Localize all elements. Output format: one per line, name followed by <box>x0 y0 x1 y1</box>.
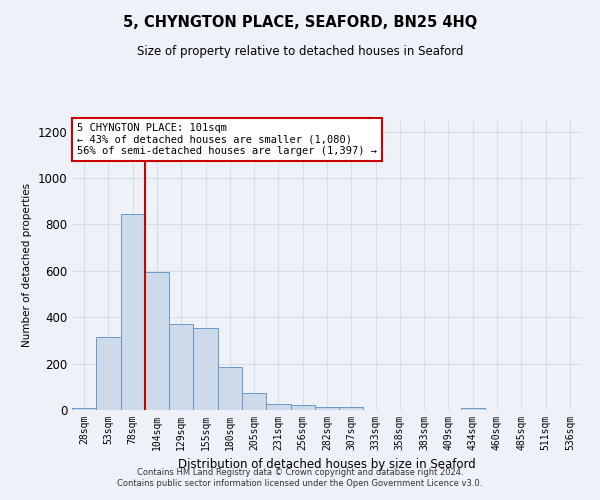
Bar <box>169 324 193 410</box>
Bar <box>96 337 121 410</box>
Bar <box>339 406 364 410</box>
Bar <box>266 404 290 410</box>
Text: Size of property relative to detached houses in Seaford: Size of property relative to detached ho… <box>137 45 463 58</box>
Bar <box>315 406 339 410</box>
Bar <box>72 408 96 410</box>
Text: 5 CHYNGTON PLACE: 101sqm
← 43% of detached houses are smaller (1,080)
56% of sem: 5 CHYNGTON PLACE: 101sqm ← 43% of detach… <box>77 123 377 156</box>
X-axis label: Distribution of detached houses by size in Seaford: Distribution of detached houses by size … <box>178 458 476 471</box>
Bar <box>242 392 266 410</box>
Bar <box>121 214 145 410</box>
Bar <box>145 272 169 410</box>
Y-axis label: Number of detached properties: Number of detached properties <box>22 183 32 347</box>
Text: Contains HM Land Registry data © Crown copyright and database right 2024.
Contai: Contains HM Land Registry data © Crown c… <box>118 468 482 487</box>
Bar <box>193 328 218 410</box>
Text: 5, CHYNGTON PLACE, SEAFORD, BN25 4HQ: 5, CHYNGTON PLACE, SEAFORD, BN25 4HQ <box>123 15 477 30</box>
Bar <box>290 406 315 410</box>
Bar <box>461 408 485 410</box>
Bar <box>218 367 242 410</box>
